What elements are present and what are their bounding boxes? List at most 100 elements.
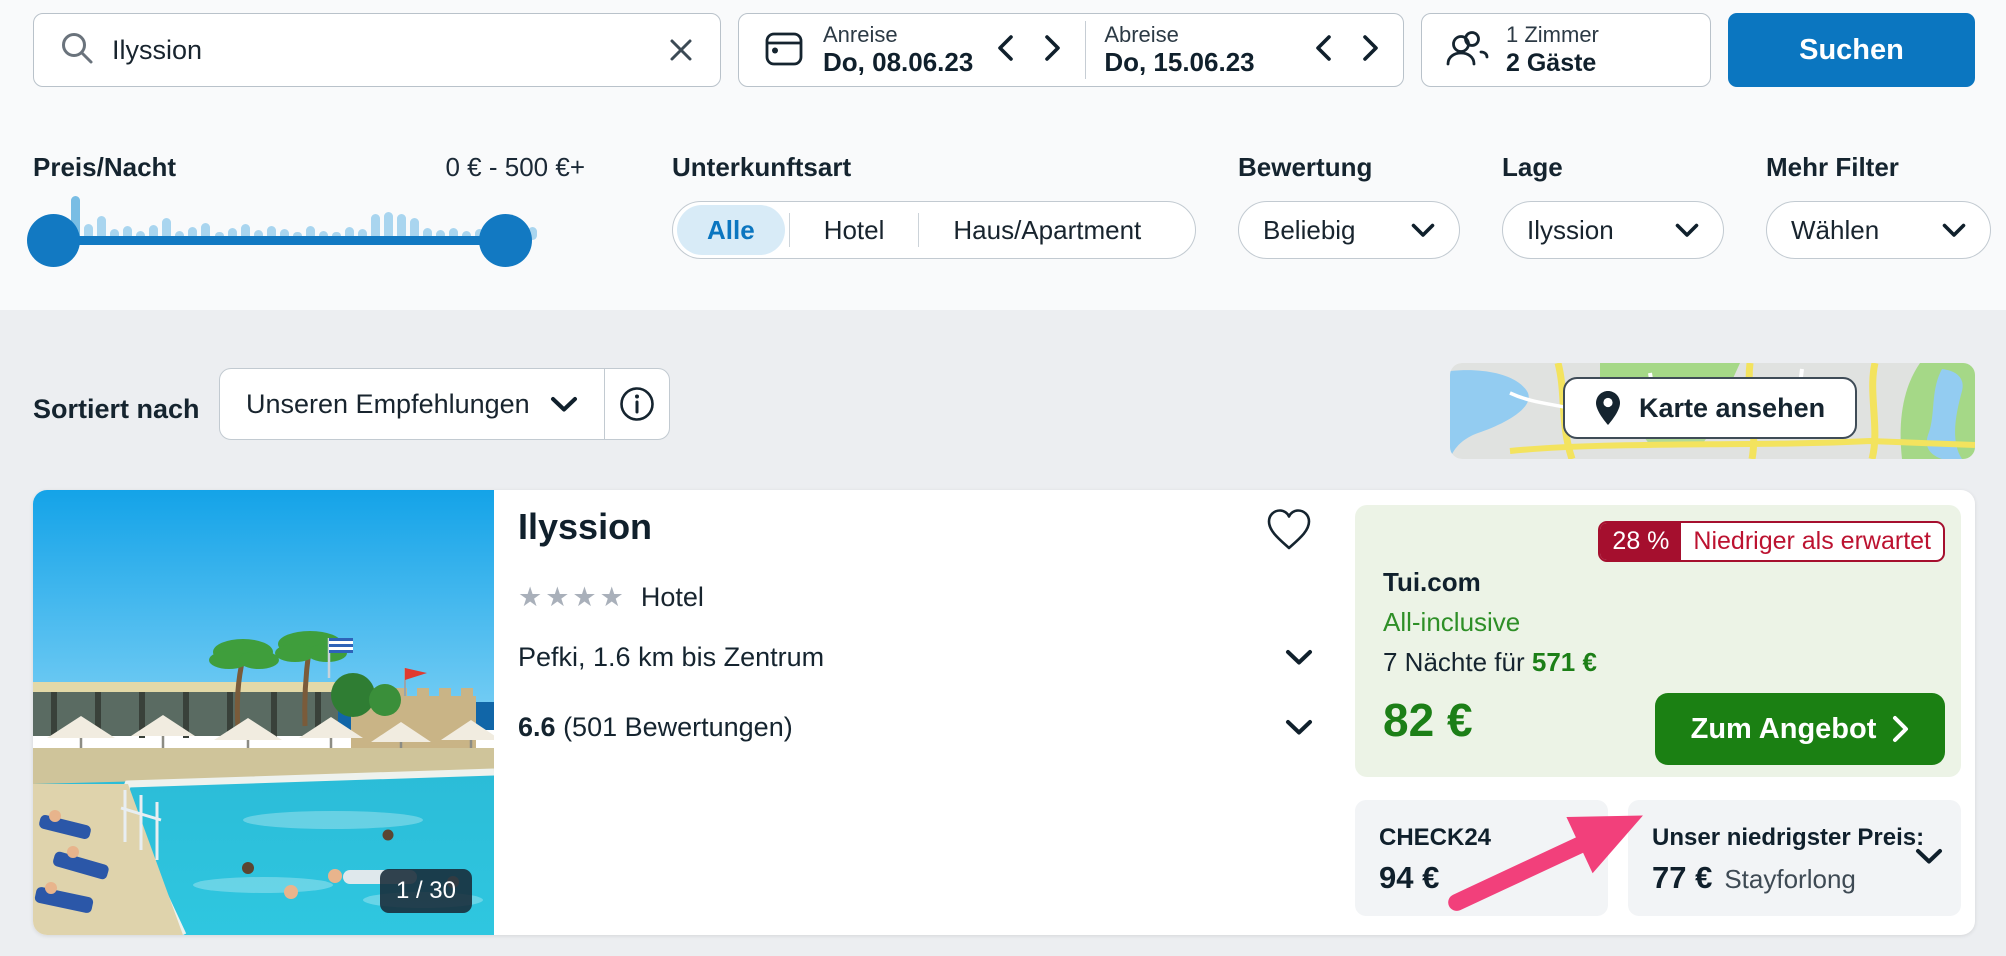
more-filters: Mehr Filter Wählen xyxy=(1766,152,1991,259)
tab-haus-apartment[interactable]: Haus/Apartment xyxy=(953,214,1142,245)
search-button[interactable]: Suchen xyxy=(1728,13,1975,87)
more-filters-label: Mehr Filter xyxy=(1766,152,1899,182)
price-range-value: 0 € - 500 €+ xyxy=(445,152,586,182)
hotel-photo-illustration xyxy=(33,490,494,935)
price-deal-badge: 28 % Niedriger als erwartet xyxy=(1598,521,1945,562)
show-map-button-label: Karte ansehen xyxy=(1639,392,1826,423)
tab-alle[interactable]: Alle xyxy=(677,205,785,255)
offer-total-line: 7 Nächte für 571 € xyxy=(1383,647,1597,677)
accommodation-segmented-control: Alle Hotel Haus/Apartment xyxy=(672,201,1196,259)
chevron-right-icon xyxy=(1893,716,1909,742)
hotel-type-label: Hotel xyxy=(640,582,704,612)
search-icon xyxy=(60,31,94,70)
star-rating: ★★★★ xyxy=(518,582,627,613)
deal-text: Niedriger als erwartet xyxy=(1693,527,1931,555)
best-offer-panel: 28 % Niedriger als erwartet Tui.com All-… xyxy=(1355,505,1961,777)
favorite-button[interactable] xyxy=(1265,508,1313,555)
location-filter: Lage Ilyssion xyxy=(1502,152,1724,259)
rating-dropdown-value: Beliebig xyxy=(1263,214,1356,245)
rating-filter: Bewertung Beliebig xyxy=(1238,152,1460,259)
offer-total-price: 571 € xyxy=(1531,647,1597,677)
checkin-value: Do, 08.06.23 xyxy=(823,47,974,78)
checkin-label: Anreise xyxy=(823,21,898,47)
clear-search-icon[interactable] xyxy=(668,37,694,63)
chevron-down-icon[interactable] xyxy=(1915,848,1943,865)
lowest-price-box[interactable]: Unser niedrigster Preis: 77 € Stayforlon… xyxy=(1628,800,1961,916)
price-slider xyxy=(27,185,585,275)
lowest-price-label: Unser niedrigster Preis: xyxy=(1652,824,1925,851)
hotel-name[interactable]: Ilyssion xyxy=(518,506,653,547)
rating-score: 6.6 xyxy=(518,712,556,742)
location-filter-label: Lage xyxy=(1502,152,1563,182)
date-divider xyxy=(1085,21,1087,79)
checkout-next-day-icon[interactable] xyxy=(1362,34,1379,67)
hotel-result-card: 1 / 30 Ilyssion ★★★★ Hotel Pefki, 1.6 km… xyxy=(33,490,1975,935)
heart-icon xyxy=(1267,509,1311,550)
search-bar-row: Ilyssion Anreise Do, 08.06.23 Abreise Do… xyxy=(33,13,1975,87)
chevron-down-icon xyxy=(1675,223,1699,237)
search-query-text: Ilyssion xyxy=(112,34,203,65)
checkin-next-day-icon[interactable] xyxy=(1044,34,1061,67)
price-filter: Preis/Nacht 0 € - 500 €+ xyxy=(27,152,586,275)
lowest-price: 77 € xyxy=(1652,860,1713,895)
rating-dropdown[interactable]: Beliebig xyxy=(1238,201,1460,259)
location-dropdown-value: Ilyssion xyxy=(1527,214,1614,245)
hotel-rating-row[interactable]: 6.6 (501 Bewertungen) xyxy=(518,712,1313,743)
check24-label: CHECK24 xyxy=(1379,824,1492,851)
price-filter-label: Preis/Nacht xyxy=(33,152,177,182)
hotel-rating-text: 6.6 (501 Bewertungen) xyxy=(518,712,793,743)
check24-price-box: CHECK24 94 € xyxy=(1355,800,1608,916)
checkin-prev-day-icon[interactable] xyxy=(997,34,1014,67)
guests-value: 2 Gäste xyxy=(1506,48,1597,77)
offer-provider: Tui.com xyxy=(1383,567,1481,597)
rating-filter-label: Bewertung xyxy=(1238,152,1373,182)
more-filters-dropdown[interactable]: Wählen xyxy=(1766,201,1991,259)
hotel-photo[interactable]: 1 / 30 xyxy=(33,490,494,935)
info-icon xyxy=(619,387,654,421)
offer-board-type: All-inclusive xyxy=(1383,607,1521,637)
lowest-price-provider: Stayforlong xyxy=(1724,864,1856,894)
chevron-down-icon xyxy=(1411,223,1435,237)
map-preview[interactable]: Karte ansehen xyxy=(1450,363,1975,459)
price-slider-track[interactable] xyxy=(53,236,505,245)
accommodation-filter: Unterkunftsart Alle Hotel Haus/Apartment xyxy=(672,152,1196,259)
hotel-location-row[interactable]: Pefki, 1.6 km bis Zentrum xyxy=(518,642,1313,673)
accommodation-filter-label: Unterkunftsart xyxy=(672,152,852,182)
checkout-value: Do, 15.06.23 xyxy=(1104,47,1255,78)
chevron-down-icon xyxy=(1286,720,1312,735)
offer-price-per-night: 82 € xyxy=(1383,694,1473,746)
chevron-down-icon xyxy=(1286,650,1312,665)
check24-price: 94 € xyxy=(1379,860,1440,895)
show-map-button[interactable]: Karte ansehen xyxy=(1563,377,1858,439)
price-slider-handle-min[interactable] xyxy=(27,214,80,267)
rooms-value: 1 Zimmer xyxy=(1506,22,1599,48)
go-to-offer-button[interactable]: Zum Angebot xyxy=(1655,693,1945,765)
hotel-category: ★★★★ Hotel xyxy=(518,582,704,613)
checkout-label: Abreise xyxy=(1104,21,1179,47)
photo-counter-badge: 1 / 30 xyxy=(379,869,472,913)
rooms-guests-picker[interactable]: 1 Zimmer 2 Gäste xyxy=(1421,13,1711,87)
go-to-offer-label: Zum Angebot xyxy=(1690,712,1877,745)
tab-hotel[interactable]: Hotel xyxy=(823,214,885,245)
search-input[interactable]: Ilyssion xyxy=(33,13,721,87)
chevron-down-icon xyxy=(550,396,577,411)
location-dropdown[interactable]: Ilyssion xyxy=(1502,201,1724,259)
sort-divider xyxy=(603,369,605,439)
calendar-icon xyxy=(763,27,805,74)
more-filters-dropdown-value: Wählen xyxy=(1791,214,1880,245)
guests-icon xyxy=(1444,28,1490,73)
deal-percent: 28 % xyxy=(1600,523,1682,560)
hotel-location-text: Pefki, 1.6 km bis Zentrum xyxy=(518,642,825,672)
sort-info-button[interactable] xyxy=(605,369,669,439)
segment-divider xyxy=(788,213,790,247)
checkout-prev-day-icon[interactable] xyxy=(1315,34,1332,67)
segment-divider xyxy=(918,213,920,247)
price-histogram xyxy=(71,185,537,240)
sort-label: Sortiert nach xyxy=(33,394,200,424)
date-picker[interactable]: Anreise Do, 08.06.23 Abreise Do, 15.06.2… xyxy=(738,13,1404,87)
chevron-down-icon xyxy=(1942,223,1966,237)
sort-control: Unseren Empfehlungen xyxy=(219,368,670,440)
price-slider-handle-max[interactable] xyxy=(479,214,532,267)
sort-dropdown-value: Unseren Empfehlungen xyxy=(246,388,530,419)
sort-dropdown[interactable]: Unseren Empfehlungen xyxy=(220,369,604,439)
